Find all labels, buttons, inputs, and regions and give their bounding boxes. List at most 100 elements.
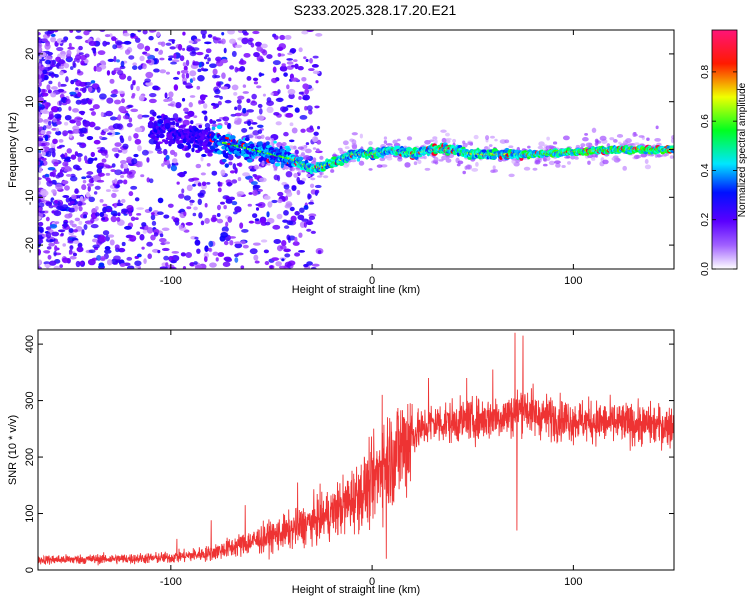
- spectrogram-noise-cell: [227, 30, 235, 35]
- spectrogram-noise-cell: [77, 242, 83, 248]
- spectrogram-noise-cell: [163, 98, 170, 103]
- spectrogram-noise-cell: [45, 201, 53, 207]
- spectrogram-noise-cell: [611, 157, 616, 161]
- spectrogram-noise-cell: [253, 51, 260, 58]
- spectrogram-noise-cell: [640, 153, 648, 158]
- spectrogram-noise-cell: [109, 116, 117, 121]
- spectrogram-ridge-cell: [169, 117, 176, 121]
- spectrogram-noise-cell: [312, 147, 317, 150]
- spectrogram-noise-cell: [183, 211, 187, 217]
- spectrogram-noise-cell: [306, 173, 311, 178]
- spectrogram-noise-cell: [211, 217, 218, 222]
- spectrogram-noise-cell: [53, 161, 59, 167]
- spectrogram-noise-cell: [38, 206, 42, 212]
- spectrogram-noise-cell: [165, 42, 172, 46]
- spectrogram-noise-cell: [86, 175, 92, 179]
- spectrogram-noise-cell: [246, 98, 251, 104]
- spectrogram-noise-cell: [306, 105, 313, 111]
- spectrogram-noise-cell: [81, 143, 86, 147]
- spectrogram-noise-cell: [259, 216, 267, 224]
- spectrogram-noise-cell: [594, 142, 599, 146]
- spectrogram-noise-cell: [182, 119, 190, 126]
- spectrogram-noise-cell: [654, 137, 661, 142]
- spectrogram-ridge-cell: [171, 121, 176, 126]
- spectrogram-noise-cell: [88, 178, 94, 184]
- spectrogram-noise-cell: [234, 257, 239, 263]
- spectrogram-noise-cell: [62, 130, 69, 137]
- spectrogram-noise-cell: [101, 158, 107, 163]
- spectrogram-noise-cell: [287, 88, 296, 95]
- spectrogram-noise-cell: [69, 91, 77, 95]
- spectrogram-noise-cell: [87, 86, 93, 93]
- spectrogram-noise-cell: [68, 207, 76, 213]
- spectrogram-noise-cell: [223, 205, 227, 210]
- spectrogram-noise-cell: [220, 38, 226, 45]
- spectrogram-ridge-cell: [246, 158, 253, 163]
- spectrogram-noise-cell: [165, 71, 170, 75]
- spectrogram-noise-cell: [128, 211, 133, 217]
- spectrogram-noise-cell: [88, 249, 96, 254]
- spectrogram-noise-cell: [87, 157, 94, 165]
- spectrogram-noise-cell: [114, 153, 120, 158]
- spectrogram-noise-cell: [58, 139, 64, 143]
- spectrogram-noise-cell: [42, 92, 49, 97]
- spectrogram-noise-cell: [196, 85, 201, 90]
- spectrogram-noise-cell: [59, 168, 63, 174]
- spectrogram-noise-cell: [192, 61, 200, 66]
- spectrogram-noise-cell: [118, 105, 126, 113]
- spectrogram-noise-cell: [276, 142, 283, 148]
- spectrogram-noise-cell: [260, 134, 265, 140]
- spectrogram-noise-cell: [214, 88, 221, 95]
- spectrogram-noise-cell: [85, 191, 91, 198]
- spectrogram-noise-cell: [227, 122, 232, 130]
- spectrogram-ridge-cell: [229, 135, 236, 140]
- spectrogram-noise-cell: [149, 93, 157, 98]
- spectrogram-noise-cell: [312, 70, 320, 75]
- spectrogram-noise-cell: [111, 163, 116, 168]
- spectrogram-noise-cell: [54, 221, 60, 224]
- spectrogram-noise-cell: [233, 241, 242, 244]
- spectrogram-noise-cell: [165, 154, 170, 161]
- spectrogram-noise-cell: [306, 228, 312, 232]
- spectrogram-noise-cell: [181, 73, 185, 79]
- spectrogram-noise-cell: [278, 265, 287, 269]
- spectrogram-noise-cell: [259, 58, 265, 63]
- spectrogram-noise-cell: [164, 92, 168, 99]
- spectrogram-noise-cell: [114, 169, 123, 176]
- spectrogram-noise-cell: [89, 108, 95, 111]
- spectrogram-noise-cell: [81, 229, 85, 236]
- spectrogram-noise-cell: [263, 249, 269, 254]
- spectrogram-noise-cell: [38, 149, 42, 154]
- spectrogram-noise-cell: [82, 120, 91, 127]
- spectrogram-noise-cell: [535, 159, 541, 165]
- spectrogram-noise-cell: [212, 68, 218, 76]
- spectrogram-noise-cell: [257, 129, 263, 134]
- spectrogram-noise-cell: [282, 198, 286, 202]
- spectrogram-noise-cell: [61, 102, 68, 106]
- spectrogram-noise-cell: [139, 161, 143, 168]
- spectrogram-noise-cell: [625, 138, 632, 144]
- spectrogram-noise-cell: [101, 217, 106, 221]
- spectrogram-noise-cell: [136, 231, 141, 236]
- spectrogram-noise-cell: [189, 51, 197, 57]
- spectrogram-noise-cell: [38, 202, 45, 208]
- spectrogram-noise-cell: [146, 227, 154, 234]
- spectrogram-noise-cell: [239, 66, 246, 72]
- spectrogram-noise-cell: [351, 132, 358, 136]
- spectrogram-noise-cell: [65, 98, 71, 105]
- spectrogram-noise-cell: [247, 39, 253, 45]
- spectrogram-noise-cell: [116, 216, 121, 222]
- spectrogram-noise-cell: [197, 75, 205, 82]
- spectrogram-noise-cell: [273, 238, 282, 244]
- spectrogram-noise-cell: [632, 132, 637, 138]
- spectrogram-noise-cell: [49, 224, 58, 229]
- spectrogram-noise-cell: [132, 81, 136, 86]
- spectrogram-noise-cell: [96, 167, 103, 174]
- spectrogram-noise-cell: [57, 229, 66, 233]
- spectrogram-noise-cell: [219, 182, 223, 187]
- spectrogram-noise-cell: [634, 142, 640, 146]
- spectrogram-noise-cell: [170, 164, 178, 172]
- spectrogram-noise-cell: [189, 95, 196, 98]
- spectrogram-noise-cell: [193, 206, 198, 211]
- spectrogram-noise-cell: [200, 156, 204, 162]
